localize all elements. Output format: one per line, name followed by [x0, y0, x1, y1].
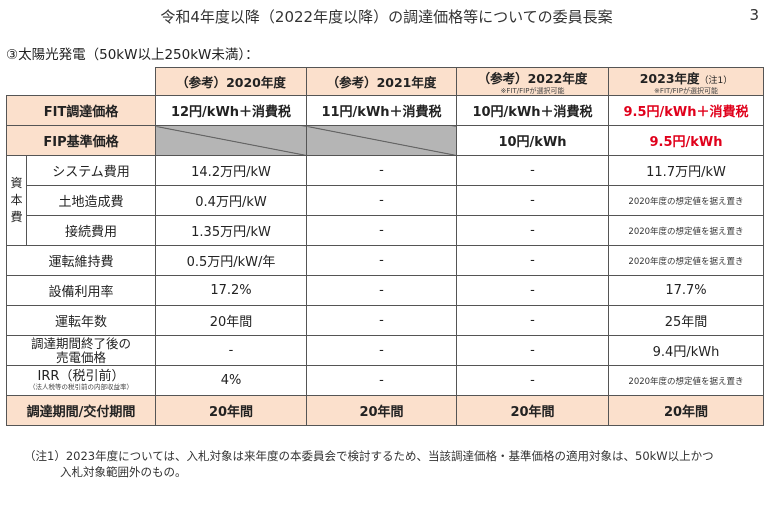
page-number: 3 — [749, 6, 759, 24]
fit-2021: 11円/kWh＋消費税 — [306, 95, 457, 126]
connect-2023: 2020年度の想定値を据え置き — [608, 215, 764, 246]
land-label: 土地造成費 — [26, 185, 156, 216]
years-row: 運転年数 20年間 - - 25年間 — [6, 305, 764, 336]
maintenance-label: 運転維持費 — [6, 245, 156, 276]
system-label: システム費用 — [26, 155, 156, 186]
utilization-2021: - — [306, 275, 457, 306]
period-row: 調達期間/交付期間 20年間 20年間 20年間 20年間 — [6, 395, 764, 426]
irr-label-main: IRR（税引前） — [37, 369, 125, 384]
header-2022-label: （参考）2022年度 — [477, 71, 588, 86]
system-2023: 11.7万円/kW — [608, 155, 764, 186]
irr-2023: 2020年度の想定値を据え置き — [608, 365, 764, 396]
header-2023: 2023年度（注1） ※FIT/FIPが選択可能 — [608, 67, 764, 96]
irr-label-sub: （法人税等の税引前の内部収益率） — [29, 383, 133, 391]
fip-label: FIP基準価格 — [6, 125, 156, 156]
fip-row: FIP基準価格 10円/kWh 9.5円/kWh — [6, 125, 764, 156]
footnote-line2: 入札対象範囲外のもの。 — [60, 465, 187, 479]
header-row: （参考）2020年度 （参考）2021年度 （参考）2022年度 ※FIT/FI… — [6, 67, 764, 96]
connect-2022: - — [456, 215, 609, 246]
maintenance-2023: 2020年度の想定値を据え置き — [608, 245, 764, 276]
period-2021: 20年間 — [306, 395, 457, 426]
header-2023-sub: ※FIT/FIPが選択可能 — [654, 87, 718, 95]
land-row: 土地造成費 0.4万円/kW - - 2020年度の想定値を据え置き — [7, 185, 764, 216]
years-2021: - — [306, 305, 457, 336]
fip-2022: 10円/kWh — [456, 125, 609, 156]
connect-2021: - — [306, 215, 457, 246]
utilization-2020: 17.2% — [155, 275, 307, 306]
post-price-label: 調達期間終了後の 売電価格 — [6, 335, 156, 366]
fit-2022: 10円/kWh＋消費税 — [456, 95, 609, 126]
irr-2021: - — [306, 365, 457, 396]
post-price-2022: - — [456, 335, 609, 366]
fit-row: FIT調達価格 12円/kWh＋消費税 11円/kWh＋消費税 10円/kWh＋… — [6, 95, 764, 126]
system-row: 資本費 システム費用 14.2万円/kW - - 11.7万円/kW — [6, 155, 764, 246]
fit-2023: 9.5円/kWh＋消費税 — [608, 95, 764, 126]
irr-2020: 4% — [155, 365, 307, 396]
footnote: （注1）2023年度については、入札対象は来年度の本委員会で検討するため、当該調… — [24, 448, 764, 480]
maintenance-2021: - — [306, 245, 457, 276]
post-price-2021: - — [306, 335, 457, 366]
period-2023: 20年間 — [608, 395, 764, 426]
fip-2021-na — [306, 125, 457, 156]
utilization-2023: 17.7% — [608, 275, 764, 306]
post-price-2020: - — [155, 335, 307, 366]
utilization-label: 設備利用率 — [6, 275, 156, 306]
utilization-row: 設備利用率 17.2% - - 17.7% — [6, 275, 764, 306]
fip-2020-na — [155, 125, 307, 156]
irr-2022: - — [456, 365, 609, 396]
header-2022: （参考）2022年度 ※FIT/FIPが選択可能 — [456, 67, 609, 96]
irr-row: IRR（税引前） （法人税等の税引前の内部収益率） 4% - - 2020年度の… — [6, 365, 764, 396]
system-2022: - — [456, 155, 609, 186]
connect-row: 接続費用 1.35万円/kW - - 2020年度の想定値を据え置き — [7, 215, 764, 246]
post-price-label-line2: 売電価格 — [55, 349, 106, 365]
header-2022-sub: ※FIT/FIPが選択可能 — [500, 87, 565, 95]
capital-group-label: 資本費 — [6, 155, 27, 246]
years-2023: 25年間 — [608, 305, 764, 336]
header-corner — [6, 67, 156, 96]
irr-label: IRR（税引前） （法人税等の税引前の内部収益率） — [6, 365, 156, 396]
utilization-2022: - — [456, 275, 609, 306]
price-table: （参考）2020年度 （参考）2021年度 （参考）2022年度 ※FIT/FI… — [6, 67, 764, 426]
footnote-line1: （注1）2023年度については、入札対象は来年度の本委員会で検討するため、当該調… — [24, 449, 714, 463]
years-2020: 20年間 — [155, 305, 307, 336]
years-2022: - — [456, 305, 609, 336]
period-label: 調達期間/交付期間 — [6, 395, 156, 426]
post-price-2023: 9.4円/kWh — [608, 335, 764, 366]
header-2023-label: 2023年度 — [639, 71, 700, 86]
maintenance-row: 運転維持費 0.5万円/kW/年 - - 2020年度の想定値を据え置き — [6, 245, 764, 276]
fit-label: FIT調達価格 — [6, 95, 156, 126]
land-2023: 2020年度の想定値を据え置き — [608, 185, 764, 216]
maintenance-2020: 0.5万円/kW/年 — [155, 245, 307, 276]
period-2020: 20年間 — [155, 395, 307, 426]
connect-2020: 1.35万円/kW — [155, 215, 307, 246]
land-2021: - — [306, 185, 457, 216]
period-2022: 20年間 — [456, 395, 609, 426]
header-2023-note: （注1） — [699, 76, 733, 86]
page-title: 令和4年度以降（2022年度以降）の調達価格等についての委員長案 — [160, 8, 613, 26]
fit-2020: 12円/kWh＋消費税 — [155, 95, 307, 126]
land-2022: - — [456, 185, 609, 216]
post-price-row: 調達期間終了後の 売電価格 - - - 9.4円/kWh — [6, 335, 764, 366]
years-label: 運転年数 — [6, 305, 156, 336]
land-2020: 0.4万円/kW — [155, 185, 307, 216]
connect-label: 接続費用 — [26, 215, 156, 246]
system-2020: 14.2万円/kW — [155, 155, 307, 186]
post-price-label-line1: 調達期間終了後の — [30, 335, 131, 351]
maintenance-2022: - — [456, 245, 609, 276]
header-2020: （参考）2020年度 — [155, 67, 307, 96]
fip-2023: 9.5円/kWh — [608, 125, 764, 156]
system-2021: - — [306, 155, 457, 186]
header-2021: （参考）2021年度 — [306, 67, 457, 96]
section-label: ③太陽光発電（50kW以上250kW未満）： — [6, 47, 259, 63]
